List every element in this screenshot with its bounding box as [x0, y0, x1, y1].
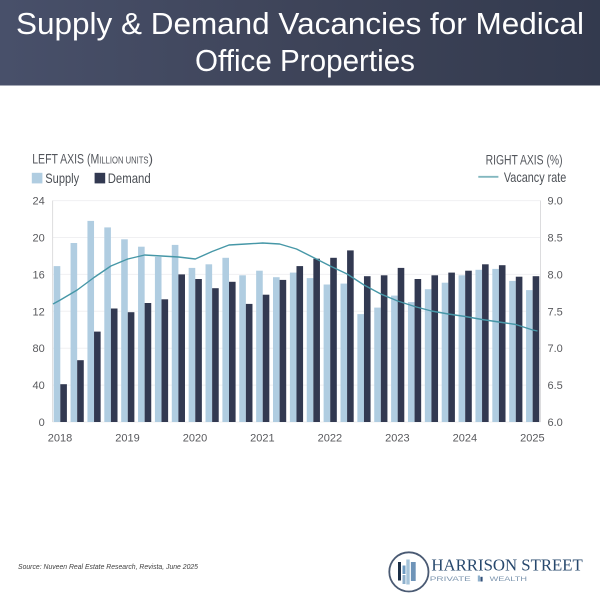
svg-text:Supply & Demand Vacancies for: Supply & Demand Vacancies for Medical — [16, 6, 584, 41]
svg-text:24: 24 — [33, 196, 45, 208]
svg-text:2025: 2025 — [520, 432, 544, 444]
svg-text:Source: Nuveen Real Estate Res: Source: Nuveen Real Estate Research, Rev… — [18, 562, 199, 571]
svg-text:Office Properties: Office Properties — [195, 43, 415, 78]
svg-text:WEALTH: WEALTH — [490, 576, 528, 583]
svg-text:6.0: 6.0 — [548, 417, 563, 429]
svg-text:6.5: 6.5 — [548, 380, 563, 392]
svg-text:8.0: 8.0 — [548, 269, 563, 281]
svg-text:2022: 2022 — [318, 432, 342, 444]
svg-text:Demand: Demand — [108, 170, 151, 186]
svg-text:8.5: 8.5 — [548, 233, 563, 245]
svg-text:40: 40 — [33, 380, 45, 392]
svg-text:7.5: 7.5 — [548, 306, 563, 318]
svg-text:2023: 2023 — [385, 432, 409, 444]
svg-text:80: 80 — [33, 343, 45, 355]
svg-text:HARRISON STREET: HARRISON STREET — [431, 555, 583, 574]
svg-text:20: 20 — [33, 233, 45, 245]
svg-text:2021: 2021 — [250, 432, 274, 444]
svg-text:RIGHT AXIS (%): RIGHT AXIS (%) — [486, 153, 563, 168]
svg-text:2024: 2024 — [453, 432, 477, 444]
svg-text:12: 12 — [33, 306, 45, 318]
svg-text:2020: 2020 — [183, 432, 207, 444]
svg-text:LEFT AXIS (MILLION UNITS): LEFT AXIS (MILLION UNITS) — [32, 152, 153, 167]
svg-text:0: 0 — [39, 417, 45, 429]
svg-text:2019: 2019 — [115, 432, 139, 444]
svg-text:16: 16 — [33, 269, 45, 281]
svg-text:Vacancy rate: Vacancy rate — [504, 169, 567, 185]
svg-text:2018: 2018 — [48, 432, 72, 444]
svg-text:PRIVATE: PRIVATE — [430, 576, 472, 583]
svg-text:Supply: Supply — [45, 170, 79, 186]
svg-text:9.0: 9.0 — [548, 196, 563, 208]
svg-text:7.0: 7.0 — [548, 343, 563, 355]
